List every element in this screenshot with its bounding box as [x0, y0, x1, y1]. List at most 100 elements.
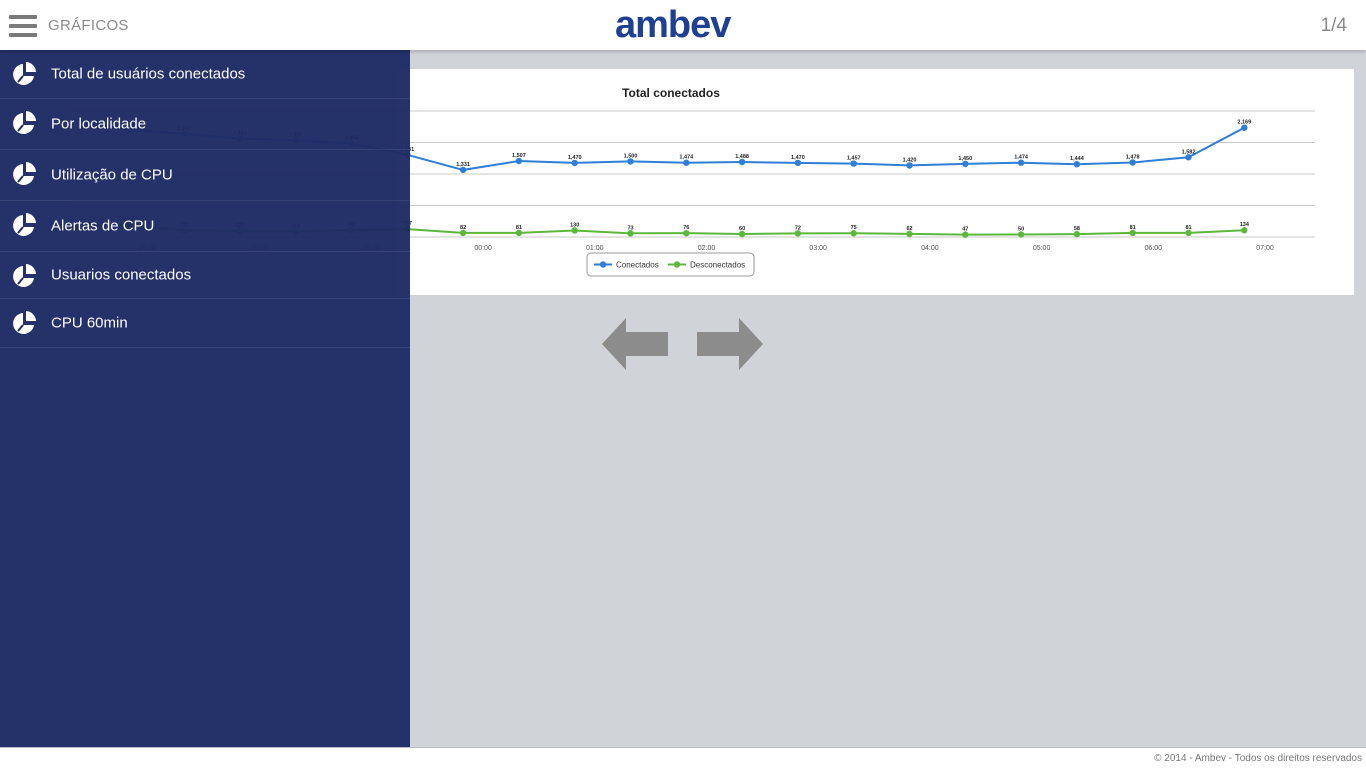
sidebar-item-alertas-cpu[interactable]: Alertas de CPU [0, 201, 410, 252]
data-label: 1,457 [847, 156, 861, 162]
data-point [571, 227, 578, 234]
sidebar-item-label: Por localidade [51, 115, 147, 133]
data-label: 58 [1074, 226, 1080, 232]
x-tick-label: 03:00 [809, 245, 827, 252]
footer: © 2014 - Ambev - Todos os direitos reser… [0, 747, 1366, 769]
x-tick-label: 02:00 [698, 245, 716, 252]
x-tick-label: 00:00 [474, 245, 492, 252]
x-tick-label: 06:00 [1145, 245, 1163, 252]
data-point [850, 230, 857, 237]
sidebar-menu: Total de usuários conectados Por localida… [0, 50, 410, 747]
data-label: 134 [1240, 222, 1250, 228]
data-label: 81 [1130, 225, 1136, 231]
arrow-left-icon [602, 318, 668, 370]
data-label: 1,488 [735, 154, 749, 160]
data-label: 75 [851, 225, 857, 231]
data-label: 130 [570, 222, 579, 228]
data-point [515, 229, 523, 237]
data-point [627, 230, 634, 237]
data-point [1185, 229, 1192, 237]
data-point [683, 159, 690, 166]
x-tick-label: 07:00 [1256, 245, 1274, 252]
pie-chart-icon [13, 311, 36, 334]
legend-swatch-marker [673, 261, 681, 268]
data-label: 1,478 [1126, 155, 1140, 161]
pie-chart-icon [13, 162, 36, 185]
data-point [459, 229, 467, 237]
arrow-right-icon [697, 318, 763, 370]
data-point [1129, 229, 1136, 237]
data-label: 50 [1018, 226, 1024, 232]
data-point [1017, 159, 1025, 166]
pie-chart-icon [13, 111, 36, 134]
data-point [627, 158, 634, 165]
legend-label: Conectados [616, 261, 659, 270]
sidebar-item-label: Total de usuários conectados [51, 65, 246, 83]
data-point [571, 159, 578, 167]
data-label: 1,420 [903, 157, 917, 163]
legend-swatch-marker [599, 261, 607, 268]
data-point [794, 159, 802, 167]
data-point [683, 229, 690, 237]
x-tick-label: 04:00 [921, 245, 939, 252]
x-tick-label: 01:00 [586, 245, 604, 252]
pie-chart-icon [13, 213, 36, 236]
data-point [906, 162, 913, 169]
next-chart-button[interactable] [697, 318, 763, 370]
sidebar-item-cpu-60min[interactable]: CPU 60min [0, 299, 410, 348]
data-point [738, 230, 746, 238]
pie-chart-icon [13, 264, 36, 287]
data-label: 1,470 [791, 155, 805, 161]
sidebar-item-total-usuarios[interactable]: Total de usuários conectados [0, 50, 410, 99]
data-label: 76 [683, 225, 689, 231]
x-tick-label: 05:00 [1033, 245, 1051, 252]
data-label: 60 [739, 226, 745, 232]
data-point [850, 160, 857, 167]
data-label: 82 [460, 225, 466, 231]
data-label: 1,450 [958, 156, 972, 162]
brand-logo: ambev [615, 4, 731, 46]
data-label: 62 [906, 226, 912, 232]
data-label: 1,582 [1182, 149, 1196, 155]
sidebar-item-label: Usuarios conectados [51, 266, 192, 284]
data-point [1073, 230, 1081, 238]
legend-label: Desconectados [690, 261, 745, 270]
data-point [515, 157, 523, 165]
data-label: 1,474 [1014, 155, 1029, 161]
sidebar-item-por-localidade[interactable]: Por localidade [0, 99, 410, 150]
data-point [1129, 159, 1136, 166]
data-label: 81 [516, 225, 522, 231]
data-label: 2,169 [1237, 120, 1251, 126]
data-point [906, 230, 913, 238]
data-point [794, 230, 802, 237]
data-label: 47 [962, 227, 968, 233]
data-label: 1,500 [624, 153, 638, 159]
copyright-text: © 2014 - Ambev - Todos os direitos reser… [1154, 753, 1362, 764]
data-label: 1,474 [679, 155, 694, 161]
pie-chart-icon [13, 62, 36, 85]
chart-title: Total conectados [622, 86, 720, 100]
page-indicator: 1/4 [1320, 15, 1347, 36]
data-label: 1,507 [512, 153, 526, 159]
data-point [459, 166, 467, 174]
sidebar-item-usuarios-conectados[interactable]: Usuarios conectados [0, 252, 410, 299]
sidebar-item-utilizacao-cpu[interactable]: Utilização de CPU [0, 150, 410, 201]
data-label: 72 [795, 225, 801, 231]
data-point [962, 231, 969, 238]
data-label: 1,470 [568, 155, 582, 161]
data-label: 73 [627, 225, 633, 231]
sidebar-item-label: Utilização de CPU [51, 166, 173, 184]
data-point [1185, 154, 1192, 161]
previous-chart-button[interactable] [602, 318, 668, 370]
sidebar-item-label: Alertas de CPU [51, 217, 155, 235]
data-point [962, 160, 969, 168]
data-label: 1,331 [456, 162, 470, 168]
data-point [1017, 231, 1025, 238]
chart-card: Total conectados21:0022:0023:0000:0001:0… [71, 68, 1355, 296]
data-point [1241, 227, 1248, 234]
menu-toggle-icon[interactable] [9, 15, 37, 37]
sidebar-item-label: CPU 60min [51, 314, 128, 332]
data-point [1073, 161, 1081, 168]
data-label: 1,444 [1070, 156, 1085, 162]
data-label: 81 [1185, 225, 1191, 231]
